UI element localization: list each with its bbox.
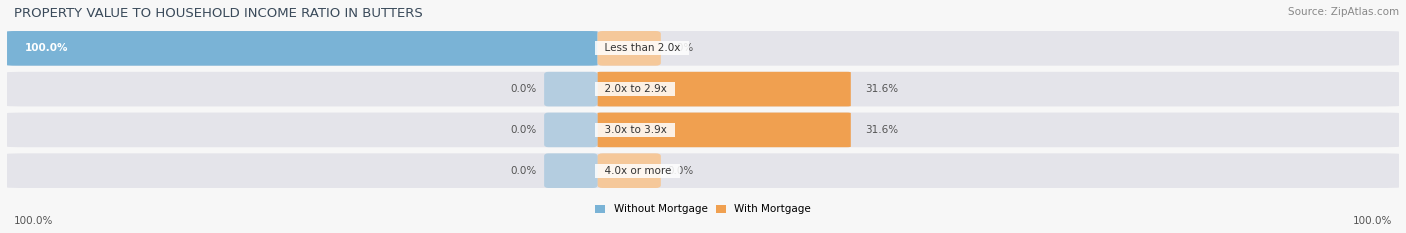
FancyBboxPatch shape bbox=[544, 113, 598, 147]
Text: 0.0%: 0.0% bbox=[510, 125, 537, 135]
FancyBboxPatch shape bbox=[7, 72, 1399, 106]
FancyBboxPatch shape bbox=[598, 72, 851, 106]
FancyBboxPatch shape bbox=[7, 31, 1399, 66]
FancyBboxPatch shape bbox=[598, 113, 851, 147]
FancyBboxPatch shape bbox=[7, 31, 598, 66]
Text: 0.0%: 0.0% bbox=[668, 43, 695, 53]
Text: 100.0%: 100.0% bbox=[25, 43, 69, 53]
Text: 4.0x or more: 4.0x or more bbox=[598, 166, 678, 176]
Legend: Without Mortgage, With Mortgage: Without Mortgage, With Mortgage bbox=[591, 200, 815, 219]
FancyBboxPatch shape bbox=[7, 153, 1399, 188]
Text: 0.0%: 0.0% bbox=[510, 84, 537, 94]
Text: PROPERTY VALUE TO HOUSEHOLD INCOME RATIO IN BUTTERS: PROPERTY VALUE TO HOUSEHOLD INCOME RATIO… bbox=[14, 7, 423, 20]
FancyBboxPatch shape bbox=[598, 153, 661, 188]
Text: 0.0%: 0.0% bbox=[668, 166, 695, 176]
Text: Less than 2.0x: Less than 2.0x bbox=[598, 43, 686, 53]
Text: Source: ZipAtlas.com: Source: ZipAtlas.com bbox=[1288, 7, 1399, 17]
FancyBboxPatch shape bbox=[7, 113, 1399, 147]
Text: 100.0%: 100.0% bbox=[1353, 216, 1392, 226]
Text: 2.0x to 2.9x: 2.0x to 2.9x bbox=[598, 84, 673, 94]
FancyBboxPatch shape bbox=[544, 153, 598, 188]
FancyBboxPatch shape bbox=[598, 31, 661, 66]
Text: 0.0%: 0.0% bbox=[510, 166, 537, 176]
FancyBboxPatch shape bbox=[544, 72, 598, 106]
Text: 3.0x to 3.9x: 3.0x to 3.9x bbox=[598, 125, 673, 135]
Text: 100.0%: 100.0% bbox=[14, 216, 53, 226]
Text: 31.6%: 31.6% bbox=[865, 125, 898, 135]
Text: 31.6%: 31.6% bbox=[865, 84, 898, 94]
